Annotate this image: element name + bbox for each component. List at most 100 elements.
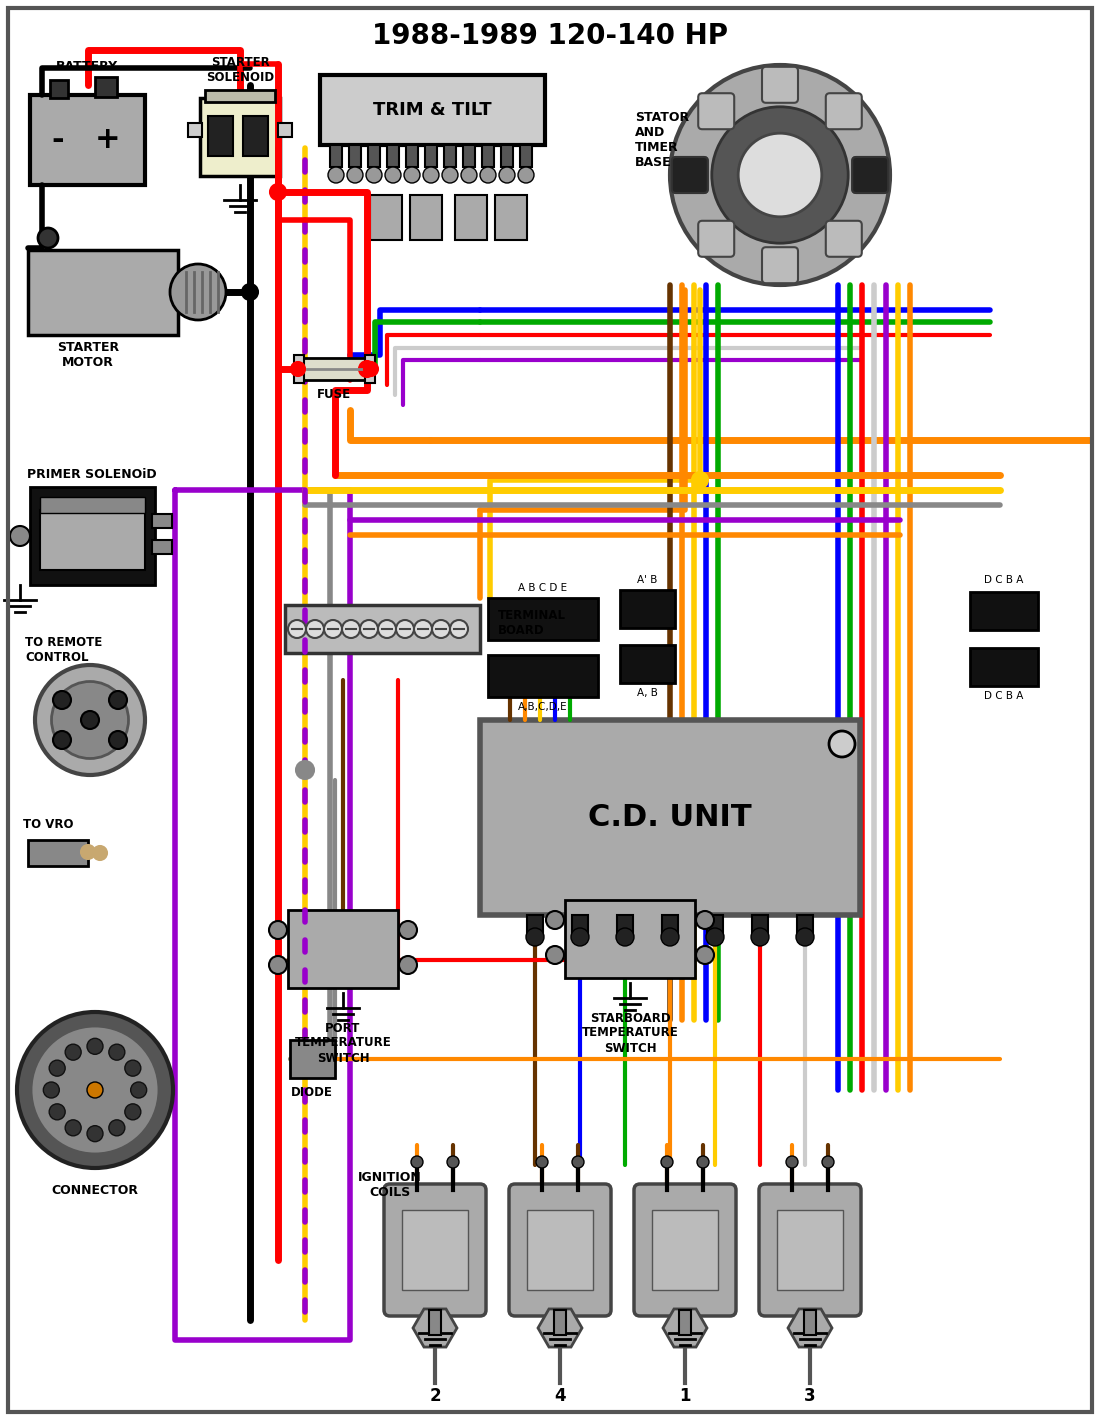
FancyBboxPatch shape (243, 116, 268, 156)
FancyBboxPatch shape (330, 145, 342, 168)
FancyBboxPatch shape (402, 1210, 468, 1289)
Circle shape (738, 133, 822, 217)
FancyBboxPatch shape (429, 1311, 441, 1335)
Text: TERMINAL
BOARD: TERMINAL BOARD (498, 609, 566, 638)
FancyBboxPatch shape (634, 1184, 736, 1316)
Circle shape (697, 1156, 710, 1169)
Text: STARBOARD
TEMPERATURE
SWITCH: STARBOARD TEMPERATURE SWITCH (582, 1011, 679, 1055)
Text: A' B: A' B (637, 575, 657, 585)
FancyBboxPatch shape (698, 94, 734, 129)
Circle shape (50, 1061, 65, 1076)
FancyBboxPatch shape (368, 145, 379, 168)
FancyBboxPatch shape (294, 355, 304, 383)
Circle shape (546, 946, 564, 964)
Circle shape (364, 362, 378, 376)
Text: 4: 4 (554, 1387, 565, 1404)
FancyBboxPatch shape (759, 1184, 861, 1316)
Text: A B C D E: A B C D E (518, 584, 568, 594)
Circle shape (109, 692, 126, 709)
Text: A, B: A, B (637, 689, 658, 699)
Text: STARTER
MOTOR: STARTER MOTOR (57, 341, 119, 369)
FancyBboxPatch shape (28, 250, 178, 335)
Circle shape (414, 621, 432, 638)
Circle shape (50, 1103, 65, 1120)
Text: +: + (96, 125, 121, 155)
Circle shape (480, 168, 496, 183)
Text: 1: 1 (680, 1387, 691, 1404)
FancyBboxPatch shape (777, 1210, 843, 1289)
Circle shape (546, 912, 564, 929)
FancyBboxPatch shape (672, 158, 707, 193)
Text: PRIMER SOLENOiD: PRIMER SOLENOiD (28, 467, 157, 480)
FancyBboxPatch shape (488, 598, 598, 640)
FancyBboxPatch shape (495, 195, 527, 240)
FancyBboxPatch shape (320, 75, 544, 145)
Circle shape (328, 168, 344, 183)
Text: 3: 3 (804, 1387, 816, 1404)
Circle shape (296, 761, 314, 780)
FancyBboxPatch shape (425, 145, 437, 168)
FancyBboxPatch shape (444, 145, 456, 168)
FancyBboxPatch shape (28, 841, 88, 866)
FancyBboxPatch shape (278, 124, 292, 136)
Circle shape (87, 1082, 103, 1098)
Circle shape (396, 621, 414, 638)
Circle shape (87, 1126, 103, 1142)
Circle shape (442, 168, 458, 183)
FancyBboxPatch shape (387, 145, 399, 168)
Circle shape (109, 1120, 124, 1136)
FancyBboxPatch shape (970, 592, 1038, 630)
Text: CONNECTOR: CONNECTOR (52, 1183, 139, 1197)
FancyBboxPatch shape (40, 510, 145, 569)
Circle shape (43, 1082, 59, 1098)
FancyBboxPatch shape (208, 116, 233, 156)
Circle shape (242, 284, 258, 300)
Circle shape (31, 1027, 160, 1154)
Circle shape (270, 922, 287, 939)
Text: 1988-1989 120-140 HP: 1988-1989 120-140 HP (372, 21, 728, 50)
FancyBboxPatch shape (205, 89, 275, 102)
FancyBboxPatch shape (752, 914, 768, 934)
FancyBboxPatch shape (406, 145, 418, 168)
Text: D C B A: D C B A (984, 575, 1024, 585)
FancyBboxPatch shape (652, 1210, 718, 1289)
FancyBboxPatch shape (365, 355, 375, 383)
Circle shape (87, 1038, 103, 1054)
Text: -: - (52, 125, 64, 155)
Text: A,B,C,D,E: A,B,C,D,E (518, 701, 568, 711)
Circle shape (306, 621, 324, 638)
FancyBboxPatch shape (617, 914, 632, 934)
Circle shape (696, 912, 714, 929)
FancyBboxPatch shape (826, 94, 861, 129)
FancyBboxPatch shape (826, 220, 861, 257)
Circle shape (109, 1044, 124, 1061)
FancyBboxPatch shape (30, 95, 145, 185)
Circle shape (359, 361, 375, 376)
Circle shape (706, 929, 724, 946)
Circle shape (16, 1012, 173, 1169)
Circle shape (424, 168, 439, 183)
FancyBboxPatch shape (370, 195, 402, 240)
Circle shape (385, 168, 402, 183)
Circle shape (270, 956, 287, 974)
FancyBboxPatch shape (152, 514, 172, 528)
FancyBboxPatch shape (527, 914, 543, 934)
FancyBboxPatch shape (200, 98, 280, 176)
Text: FUSE: FUSE (317, 388, 351, 400)
Circle shape (450, 621, 468, 638)
Circle shape (661, 1156, 673, 1169)
Text: PORT
TEMPERATURE
SWITCH: PORT TEMPERATURE SWITCH (295, 1021, 392, 1065)
Circle shape (670, 65, 890, 285)
FancyBboxPatch shape (970, 648, 1038, 686)
Circle shape (692, 471, 708, 488)
FancyBboxPatch shape (620, 589, 675, 628)
Circle shape (696, 946, 714, 964)
FancyBboxPatch shape (554, 1311, 566, 1335)
Polygon shape (663, 1309, 707, 1348)
Circle shape (65, 1044, 81, 1061)
Circle shape (411, 1156, 424, 1169)
Circle shape (399, 922, 417, 939)
Circle shape (404, 168, 420, 183)
Circle shape (81, 845, 95, 859)
FancyBboxPatch shape (679, 1311, 691, 1335)
